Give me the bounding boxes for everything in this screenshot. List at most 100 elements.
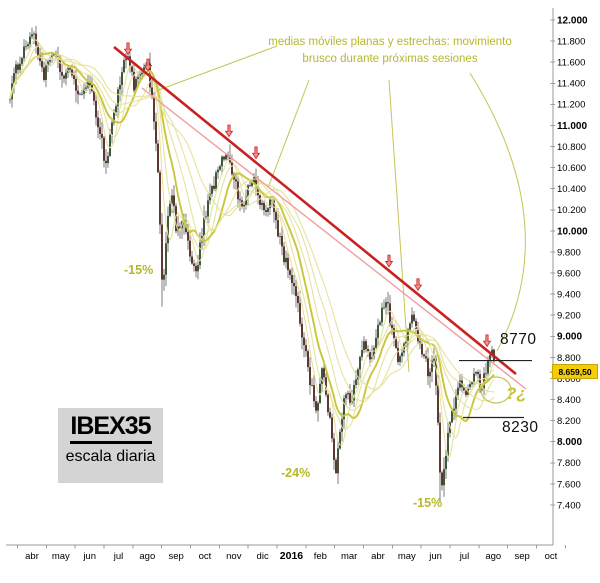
candle-body (321, 368, 323, 384)
candle-body (291, 274, 293, 283)
candle-body (9, 99, 11, 101)
candle-body (137, 77, 139, 79)
candle-body (487, 360, 489, 374)
y-tick-label: 11.600 (557, 58, 585, 69)
candle-body (323, 368, 325, 378)
x-tick-label: abr (371, 551, 385, 562)
candle-body (463, 387, 465, 391)
down-arrow-icon (482, 334, 492, 348)
x-tick-label: abr (25, 551, 39, 562)
candle-body (207, 200, 209, 217)
candle-body (345, 394, 347, 399)
candle-body (371, 357, 373, 360)
candle-body (247, 185, 249, 197)
candle-body (403, 343, 405, 353)
candle-body (195, 265, 197, 272)
candle-body (81, 93, 83, 95)
x-tick-label: may (52, 551, 70, 562)
candle-body (389, 303, 391, 325)
candle-body (455, 394, 457, 409)
drop-label-aug2015: -15% (124, 263, 154, 277)
candle-body (387, 302, 389, 304)
x-tick-label: jun (82, 551, 96, 562)
candle-body (435, 358, 437, 386)
annotation-line1: medias móviles planas y estrechas: movim… (268, 36, 512, 48)
candle-body (289, 270, 291, 275)
candle-body (273, 200, 275, 212)
candle-body (107, 155, 109, 164)
moving-average-line (9, 56, 495, 402)
y-tick-label: 10.200 (557, 205, 586, 216)
candle-body (267, 208, 269, 212)
y-tick-label: 8.200 (557, 416, 581, 427)
x-tick-label: oct (199, 551, 212, 562)
candle-body (427, 358, 429, 377)
candle-body (269, 199, 271, 209)
candle-body (97, 117, 99, 128)
x-tick-label: jul (113, 551, 124, 562)
candle-body (179, 226, 181, 229)
candle-body (231, 162, 233, 175)
candle-body (259, 195, 261, 205)
candle-body (287, 257, 289, 271)
candle-body (353, 384, 355, 401)
resistance-level-label: 8770 (500, 331, 537, 348)
candle-body (413, 314, 415, 321)
candle-body (211, 185, 213, 194)
y-tick-label: 11.800 (557, 36, 585, 47)
candle-body (391, 324, 393, 329)
annotation-leader-line (267, 79, 310, 189)
candle-body (71, 69, 73, 76)
candle-body (373, 347, 375, 358)
x-axis-labels: abr may jun jul ago sep oct nov dic 2016 feb mar abr… (17, 545, 566, 562)
x-tick-label: sep (168, 551, 183, 562)
candle-body (409, 323, 411, 330)
y-tick-label: 10.000 (557, 226, 588, 237)
candle-body (141, 72, 143, 75)
y-tick-label: 8.400 (557, 395, 581, 406)
candle-body (281, 236, 283, 247)
candle-body (189, 240, 191, 257)
candle-body (235, 179, 237, 182)
candle-body (363, 341, 365, 351)
candle-body (57, 56, 59, 57)
instrument-subtitle: escala diaria (65, 448, 156, 465)
candle-body (285, 257, 287, 263)
candle-body (319, 383, 321, 403)
moving-average-line (9, 56, 495, 393)
candle-body (225, 154, 227, 160)
candle-body (429, 371, 431, 377)
y-tick-label: 8.000 (557, 437, 582, 448)
candle-body (297, 295, 299, 304)
candle-body (111, 122, 113, 135)
x-tick-label: nov (226, 551, 242, 562)
down-arrow-icon (384, 254, 394, 268)
candle-body (477, 372, 479, 375)
y-tick-label: 9.600 (557, 268, 581, 279)
candle-body (265, 210, 267, 212)
candle-body (437, 385, 439, 423)
instrument-box: IBEX35 escala diaria (58, 408, 163, 483)
candle-body (25, 46, 27, 47)
candle-body (89, 81, 91, 86)
candle-body (63, 75, 65, 79)
annotation-line2: brusco durante próximas sesiones (302, 53, 478, 66)
candle-body (23, 46, 25, 59)
candle-body (29, 36, 31, 45)
candle-body (93, 91, 95, 101)
candle-body (153, 96, 155, 122)
candle-body (205, 216, 207, 218)
candle-body (109, 134, 111, 156)
candle-body (451, 410, 453, 423)
candle-body (69, 68, 71, 70)
candle-body (101, 133, 103, 138)
candle-body (159, 172, 161, 225)
moving-average-line (9, 45, 495, 439)
y-tick-label: 10.400 (557, 184, 586, 195)
candle-body (165, 243, 167, 275)
y-tick-label: 7.800 (557, 458, 581, 469)
candle-body (221, 156, 223, 167)
candle-body (465, 390, 467, 395)
candle-body (293, 282, 295, 287)
